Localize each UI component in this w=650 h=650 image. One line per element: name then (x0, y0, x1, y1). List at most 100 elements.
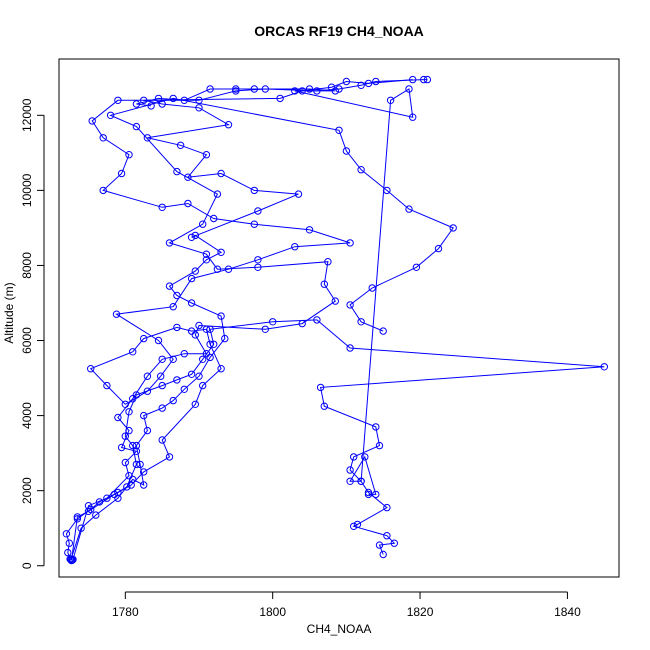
data-point (184, 199, 192, 208)
series-1 (62, 75, 432, 564)
y-tick-label: 10000 (20, 173, 34, 207)
data-point (195, 104, 203, 112)
y-tick-label: 4000 (20, 402, 34, 429)
data-point (210, 214, 218, 223)
data-point (232, 87, 240, 95)
data-point (103, 494, 111, 502)
data-point (169, 396, 177, 405)
data-point (191, 267, 200, 275)
data-point (254, 263, 262, 271)
data-point (125, 472, 133, 480)
data-point (320, 280, 328, 288)
data-point (92, 511, 100, 519)
series-2 (67, 316, 608, 565)
data-point (132, 122, 141, 131)
data-point (202, 250, 211, 258)
data-point (187, 327, 196, 335)
data-point (213, 190, 222, 198)
data-point (143, 387, 152, 395)
data-point (84, 507, 93, 515)
data-point (114, 413, 122, 422)
x-tick-label: 1780 (112, 605, 139, 619)
data-point (298, 319, 306, 328)
data-point (405, 85, 413, 93)
data-point (254, 207, 262, 215)
data-point (73, 515, 82, 523)
data-point (379, 550, 387, 559)
data-point (129, 348, 137, 356)
data-point (180, 385, 189, 393)
y-axis: 0 2000 4000 6000 8000 10000 12000 (20, 98, 45, 569)
data-point (143, 134, 152, 142)
y-tick-label: 8000 (20, 252, 34, 279)
data-point (357, 477, 365, 485)
data-point (217, 365, 225, 373)
data-point (191, 231, 200, 240)
data-point (386, 96, 395, 105)
data-point (165, 453, 174, 461)
series-layer (62, 75, 608, 565)
data-point (176, 141, 185, 150)
data-point (132, 100, 141, 108)
data-point (335, 85, 343, 93)
data-point (291, 87, 299, 95)
data-point (169, 303, 177, 311)
data-point (165, 282, 174, 290)
data-point (62, 530, 71, 538)
data-point (121, 458, 130, 467)
data-point (99, 186, 107, 195)
data-point (140, 468, 148, 476)
data-point (420, 75, 428, 84)
y-tick-label: 0 (20, 562, 34, 569)
data-point (202, 151, 211, 159)
data-point (157, 372, 165, 380)
data-point (383, 503, 391, 512)
data-point (405, 205, 413, 213)
data-point (173, 323, 181, 332)
data-point (357, 166, 365, 174)
data-point (195, 372, 203, 380)
data-point (154, 336, 163, 345)
data-point (346, 239, 354, 247)
data-point (125, 151, 133, 159)
data-point (88, 117, 96, 125)
data-point (350, 453, 358, 461)
data-point (65, 539, 74, 547)
data-point (372, 77, 380, 86)
data-point (294, 190, 303, 198)
data-point (305, 226, 314, 234)
data-point (368, 284, 376, 292)
data-point (123, 483, 131, 491)
data-point (331, 297, 339, 305)
data-point (143, 426, 152, 435)
data-point (335, 126, 343, 135)
y-tick-label: 2000 (20, 477, 34, 504)
data-point (154, 94, 163, 103)
data-point (147, 102, 155, 110)
y-tick-label: 6000 (20, 327, 34, 354)
series-3 (67, 75, 417, 564)
data-point (165, 239, 174, 247)
data-point (173, 167, 181, 176)
data-point (353, 520, 362, 529)
data-point (390, 539, 398, 547)
data-point (202, 256, 211, 264)
data-point (357, 318, 365, 326)
data-point (291, 243, 299, 251)
data-point (364, 490, 373, 499)
data-point (320, 402, 328, 410)
data-point (346, 301, 354, 309)
data-point (136, 460, 144, 469)
data-point (221, 334, 229, 343)
data-point (191, 331, 200, 339)
data-point (158, 381, 166, 390)
data-point (173, 376, 181, 384)
data-point (316, 383, 325, 392)
data-point (342, 77, 351, 86)
x-axis: 1780 1800 1820 1840 (112, 591, 581, 619)
data-point (361, 453, 369, 461)
data-point (346, 466, 354, 474)
data-point (195, 321, 203, 330)
data-point (129, 395, 137, 403)
